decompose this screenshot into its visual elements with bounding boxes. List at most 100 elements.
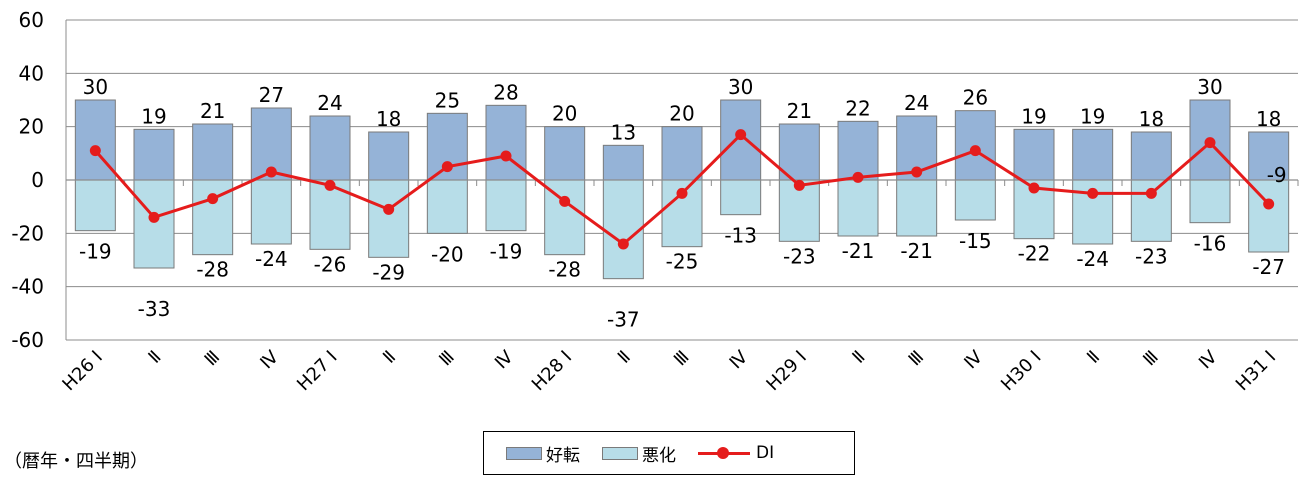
- label-worsen: -33: [138, 297, 171, 321]
- label-improve: 30: [1197, 75, 1222, 99]
- bar-worsen: [368, 179, 410, 258]
- y-tick-label: 0: [31, 168, 44, 192]
- label-improve: 24: [904, 91, 929, 115]
- x-tick-label: Ⅲ: [201, 347, 225, 371]
- di-point: [1204, 137, 1216, 149]
- label-di-last: -9: [1267, 163, 1287, 187]
- label-worsen: -19: [79, 240, 112, 264]
- label-worsen: -24: [255, 247, 288, 271]
- bar-worsen: [74, 179, 116, 232]
- x-tick-label: Ⅲ: [670, 347, 694, 371]
- x-tick-label: Ⅱ: [1083, 347, 1104, 368]
- di-point: [265, 166, 277, 178]
- di-point: [793, 179, 805, 191]
- di-point: [559, 195, 571, 207]
- bar-worsen: [837, 179, 879, 237]
- y-tick-label: -20: [11, 221, 44, 245]
- label-improve: 18: [1139, 107, 1164, 131]
- legend-line-di: [698, 446, 750, 460]
- zero-axis: [65, 179, 1299, 186]
- x-tick-label: H26 Ⅰ: [58, 347, 106, 395]
- label-improve: 30: [83, 75, 108, 99]
- di-point: [89, 145, 101, 157]
- label-improve: 22: [845, 96, 870, 120]
- bar-improve: [1013, 128, 1055, 181]
- di-point: [441, 161, 453, 173]
- bar-improve: [1130, 131, 1172, 181]
- x-tick-label: Ⅳ: [960, 346, 987, 373]
- axis-caption: （暦年・四半期）: [4, 451, 148, 472]
- legend-label-di: DI: [756, 443, 775, 463]
- y-tick-label: 20: [19, 115, 44, 139]
- label-improve: 21: [200, 99, 225, 123]
- label-worsen: -29: [372, 260, 405, 284]
- label-improve: 20: [552, 102, 577, 126]
- x-tick-label: Ⅲ: [435, 347, 459, 371]
- label-improve: 19: [1021, 104, 1046, 128]
- x-tick-label: H31 Ⅰ: [1232, 347, 1280, 395]
- x-tick-label: H27 Ⅰ: [293, 347, 341, 395]
- label-worsen: -27: [1252, 255, 1285, 279]
- bar-worsen: [426, 179, 468, 234]
- bar-worsen: [602, 179, 644, 280]
- label-worsen: -15: [959, 229, 992, 253]
- di-point: [1087, 187, 1099, 199]
- legend: 好転 悪化 DI: [483, 431, 855, 475]
- y-tick-label: 40: [19, 61, 44, 85]
- label-improve: 18: [376, 107, 401, 131]
- label-worsen: -20: [431, 242, 464, 266]
- label-worsen: -24: [1076, 247, 1109, 271]
- legend-item-improve: 好転: [506, 441, 580, 466]
- label-improve: 13: [611, 120, 636, 144]
- legend-swatch-improve: [506, 446, 542, 460]
- y-tick-label: -60: [11, 328, 44, 352]
- bar-improve: [1072, 128, 1114, 181]
- label-improve: 24: [317, 91, 342, 115]
- x-tick-label: Ⅳ: [726, 346, 753, 373]
- label-improve: 25: [435, 88, 460, 112]
- label-worsen: -19: [490, 240, 523, 264]
- x-tick-label: Ⅳ: [491, 346, 518, 373]
- di-point: [1145, 187, 1157, 199]
- di-point: [911, 166, 923, 178]
- label-worsen: -28: [548, 258, 581, 282]
- di-point: [617, 238, 629, 250]
- di-line: [89, 129, 1275, 250]
- x-tick-label: Ⅳ: [256, 346, 283, 373]
- label-worsen: -28: [196, 258, 229, 282]
- label-worsen: -23: [783, 244, 816, 268]
- di-point: [676, 187, 688, 199]
- bar-improve: [1248, 131, 1290, 181]
- bar-worsen: [133, 179, 175, 269]
- chart-area: 60 40 20 0 -20 -40 -60 30 -19 19 -33 21 -28 27 -24 24 -…: [11, 8, 1299, 395]
- di-point: [852, 171, 864, 183]
- x-tick-label: Ⅳ: [1195, 346, 1222, 373]
- di-point: [1028, 182, 1040, 194]
- x-tick-label: H30 Ⅰ: [997, 347, 1045, 395]
- label-improve: 28: [493, 80, 518, 104]
- x-tick-label: Ⅲ: [1139, 347, 1163, 371]
- bar-worsen: [485, 179, 527, 232]
- bar-worsen: [896, 179, 938, 237]
- label-worsen: -26: [314, 252, 347, 276]
- x-tick-label: H29 Ⅰ: [762, 347, 810, 395]
- x-tick-label: Ⅱ: [848, 347, 869, 368]
- bar-worsen: [250, 179, 292, 245]
- label-worsen: -22: [1018, 242, 1051, 266]
- bar-improve: [368, 131, 410, 181]
- bar-worsen: [720, 179, 762, 216]
- bar-improve: [661, 126, 703, 181]
- di-point: [148, 211, 160, 223]
- bar-improve: [309, 115, 351, 181]
- x-tick-label: Ⅲ: [905, 347, 929, 371]
- bar-improve: [837, 120, 879, 181]
- label-worsen: -16: [1194, 232, 1227, 256]
- label-worsen: -21: [842, 239, 875, 263]
- label-worsen: -37: [607, 308, 640, 332]
- legend-label-improve: 好転: [546, 445, 580, 466]
- di-point: [735, 129, 747, 141]
- label-worsen: -23: [1135, 244, 1168, 268]
- bar-improve: [133, 128, 175, 181]
- bar-worsen: [954, 179, 996, 221]
- di-point: [324, 179, 336, 191]
